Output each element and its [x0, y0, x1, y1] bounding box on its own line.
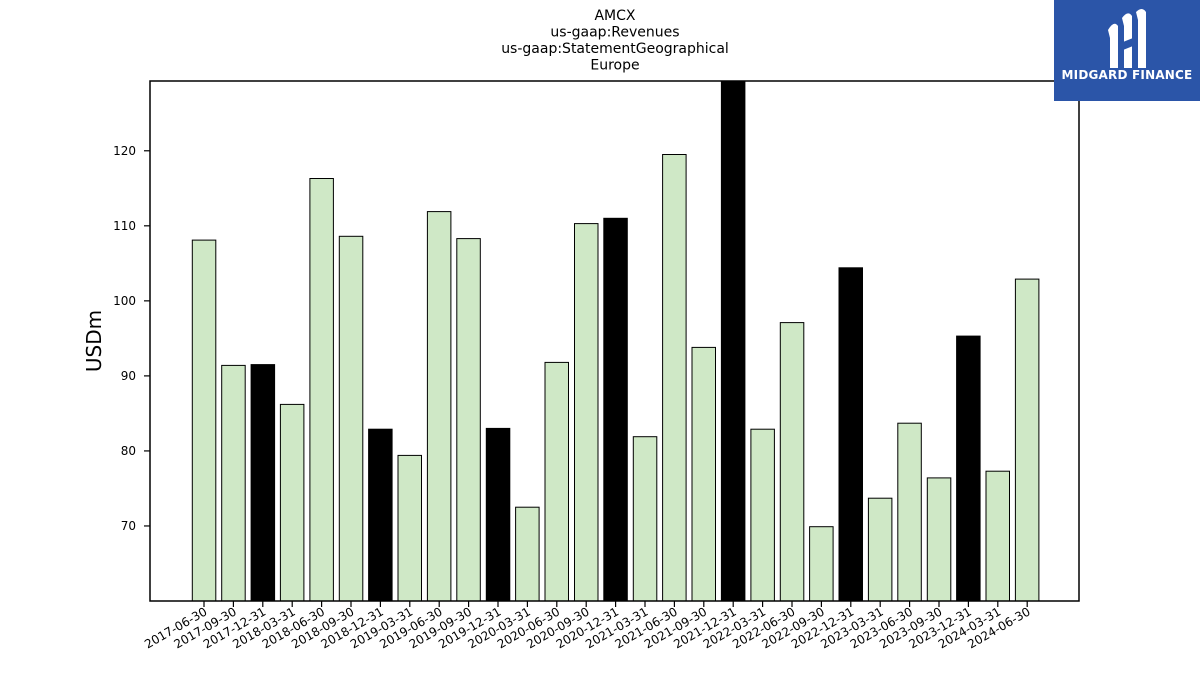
- y-tick-label: 110: [113, 219, 136, 233]
- logo-text: MIDGARD FINANCE: [1061, 68, 1193, 82]
- bar-2021-09-30: [691, 346, 716, 602]
- bar-2022-09-30: [809, 526, 834, 602]
- chart-title-line: us-gaap:StatementGeographical: [501, 41, 729, 57]
- y-tick-label: 120: [113, 144, 136, 158]
- chart-title-line: us-gaap:Revenues: [550, 25, 679, 41]
- bar-2017-09-30: [221, 364, 246, 602]
- y-tick-label: 90: [121, 369, 136, 383]
- bar-2018-12-31: [368, 428, 393, 602]
- bar-2017-06-30: [191, 239, 217, 602]
- y-tick-label: 70: [121, 519, 136, 533]
- bar-2020-06-30: [544, 361, 569, 602]
- bar-2019-12-31: [485, 427, 511, 602]
- bar-2023-03-31: [867, 497, 893, 602]
- bar-2018-03-31: [279, 403, 305, 602]
- bar-2021-06-30: [662, 154, 687, 602]
- bar-2023-06-30: [897, 422, 922, 602]
- bar-2024-06-30: [1014, 278, 1040, 602]
- y-axis-label: USDm: [82, 310, 106, 372]
- bar-2019-03-31: [397, 454, 422, 602]
- chart-title: AMCXus-gaap:Revenuesus-gaap:StatementGeo…: [501, 8, 729, 74]
- chart-title-line: AMCX: [594, 8, 635, 24]
- bar-2022-12-31: [838, 267, 863, 602]
- y-axis: 70 80 90 100 110 120: [113, 144, 150, 533]
- bar-2023-09-30: [926, 477, 952, 602]
- bar-2018-06-30: [309, 178, 334, 602]
- bar-2022-06-30: [779, 322, 805, 602]
- bar-2022-03-31: [750, 428, 775, 602]
- x-axis: 2017-06-302017-09-302017-12-312018-03-31…: [142, 601, 1033, 651]
- bar-2019-09-30: [456, 238, 481, 602]
- bar-2024-03-31: [985, 470, 1010, 602]
- bar-2018-09-30: [338, 235, 364, 602]
- bar-2021-03-31: [632, 436, 658, 602]
- bar-2023-12-31: [956, 335, 981, 602]
- brand-logo: MIDGARD FINANCE: [1054, 0, 1200, 101]
- midgard-logo-icon: [1108, 9, 1146, 68]
- bar-2020-09-30: [574, 223, 599, 602]
- bar-2017-12-31: [250, 364, 276, 602]
- bar-2021-12-31: [720, 80, 746, 602]
- plot-frame: [149, 80, 1080, 602]
- chart-title-line: Europe: [590, 58, 639, 74]
- bars: [191, 80, 1040, 602]
- bar-2020-03-31: [515, 506, 540, 602]
- y-tick-label: 80: [121, 444, 136, 458]
- bar-2020-12-31: [603, 217, 628, 602]
- bar-2019-06-30: [426, 211, 452, 602]
- y-tick-label: 100: [113, 294, 136, 308]
